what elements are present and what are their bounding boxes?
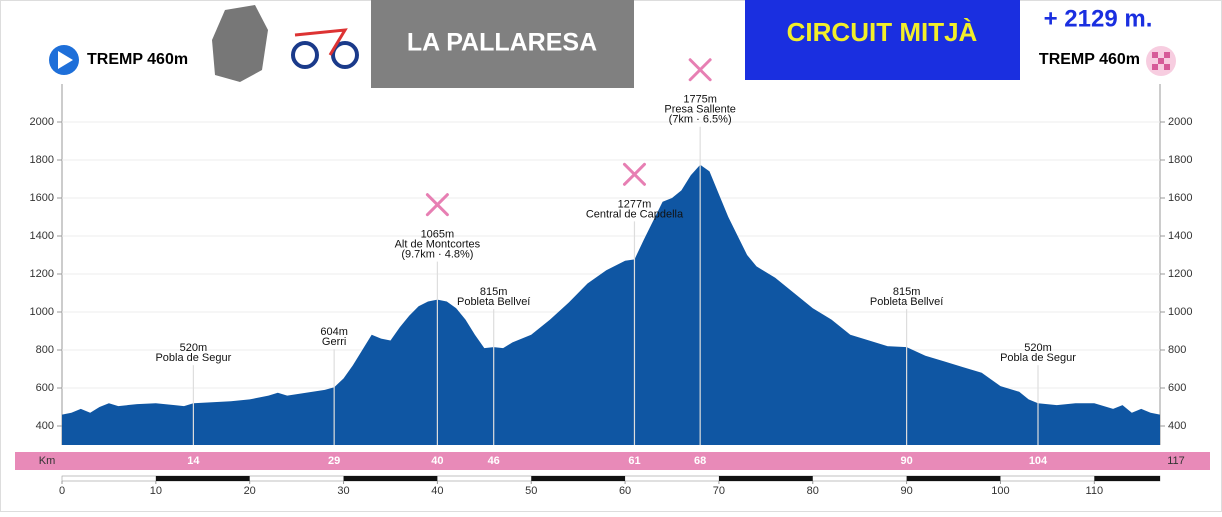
- annotation-name: Pobleta Bellveí: [457, 296, 530, 308]
- annotation-elevation: 815m: [893, 286, 921, 298]
- x-tick-label: 100: [991, 485, 1009, 497]
- race-title: LA PALLARESA: [407, 29, 597, 57]
- y-tick-label-right: 2000: [1168, 116, 1192, 128]
- x-tick-label: 90: [900, 485, 912, 497]
- y-tick-label: 400: [36, 420, 54, 432]
- y-tick-label: 800: [36, 344, 54, 356]
- annotation-elevation: 604m: [320, 326, 348, 338]
- y-tick-label-right: 800: [1168, 344, 1186, 356]
- x-tick-label: 80: [807, 485, 819, 497]
- x-tick-label: 10: [150, 485, 162, 497]
- x-tick-label: 60: [619, 485, 631, 497]
- annotation-name: Pobla de Segur: [1000, 352, 1076, 364]
- x-tick-label: 40: [431, 485, 443, 497]
- y-tick-label-right: 600: [1168, 382, 1186, 394]
- y-tick-label-right: 400: [1168, 420, 1186, 432]
- y-tick-label: 1400: [30, 230, 54, 242]
- elevation-area: [62, 164, 1160, 446]
- y-tick-label: 2000: [30, 116, 54, 128]
- annotation-name: Pobleta Bellveí: [870, 296, 943, 308]
- y-tick-label: 1600: [30, 192, 54, 204]
- food-icon: [688, 58, 712, 82]
- annotation-name: Central de Capdella: [586, 208, 684, 220]
- scale-segment: [1094, 476, 1160, 481]
- x-tick-label: 50: [525, 485, 537, 497]
- x-tick-label: 110: [1086, 485, 1104, 497]
- annotation-detail: (9.7km · 4.8%): [401, 249, 473, 261]
- logo-map: [212, 5, 268, 82]
- y-tick-label-right: 1400: [1168, 230, 1192, 242]
- km-label: 104: [1029, 455, 1048, 467]
- y-tick-label-right: 1800: [1168, 154, 1192, 166]
- y-tick-label: 1000: [30, 306, 54, 318]
- x-tick-label: 70: [713, 485, 725, 497]
- scale-segment: [718, 476, 813, 481]
- km-label: 40: [431, 455, 443, 467]
- km-label: 61: [628, 455, 640, 467]
- y-tick-label: 600: [36, 382, 54, 394]
- annotation-elevation: 520m: [180, 342, 208, 354]
- start-label: TREMP 460m: [87, 51, 188, 68]
- start-arrow: [58, 51, 73, 69]
- km-end: 117: [1167, 455, 1185, 467]
- y-tick-label: 1200: [30, 268, 54, 280]
- y-tick-label-right: 1000: [1168, 306, 1192, 318]
- logo-club: [291, 28, 359, 69]
- km-label: 14: [187, 455, 200, 467]
- annotation-name: Alt de Montcortes: [395, 239, 481, 251]
- km-bar: [15, 452, 1210, 470]
- scale-segment: [531, 476, 626, 481]
- annotation-elevation: 1775m: [683, 94, 717, 106]
- x-tick-label: 20: [244, 485, 256, 497]
- end-label: TREMP 460m: [1039, 51, 1140, 68]
- x-tick-label: 0: [59, 485, 65, 497]
- km-label: 29: [328, 455, 340, 467]
- y-tick-label: 1800: [30, 154, 54, 166]
- annotation-name: Pobla de Segur: [155, 352, 231, 364]
- food-icon: [622, 162, 646, 186]
- annotation-name: Gerri: [322, 336, 346, 348]
- annotation-detail: (7km · 6.5%): [669, 114, 732, 126]
- km-label: 46: [488, 455, 500, 467]
- y-tick-label-right: 1600: [1168, 192, 1192, 204]
- annotation-elevation: 520m: [1024, 342, 1052, 354]
- climb-total: + 2129 m.: [1044, 5, 1153, 32]
- race-box: [371, 0, 634, 88]
- circuit-box: [745, 0, 1020, 80]
- annotation-elevation: 815m: [480, 286, 508, 298]
- scale-segment: [155, 476, 250, 481]
- km-unit: Km: [39, 455, 56, 467]
- scale-segment: [906, 476, 1001, 481]
- y-tick-label-right: 1200: [1168, 268, 1192, 280]
- km-label: 68: [694, 455, 706, 467]
- circuit-title: CIRCUIT MITJÀ: [787, 17, 978, 47]
- annotation-elevation: 1065m: [421, 229, 455, 241]
- annotation-elevation: 1277m: [618, 198, 652, 210]
- food-icon: [425, 193, 449, 217]
- finish-icon: [1146, 46, 1176, 76]
- annotation-name: Presa Sallente: [664, 104, 736, 116]
- km-label: 90: [900, 455, 912, 467]
- x-tick-label: 30: [337, 485, 349, 497]
- scale-segment: [343, 476, 438, 481]
